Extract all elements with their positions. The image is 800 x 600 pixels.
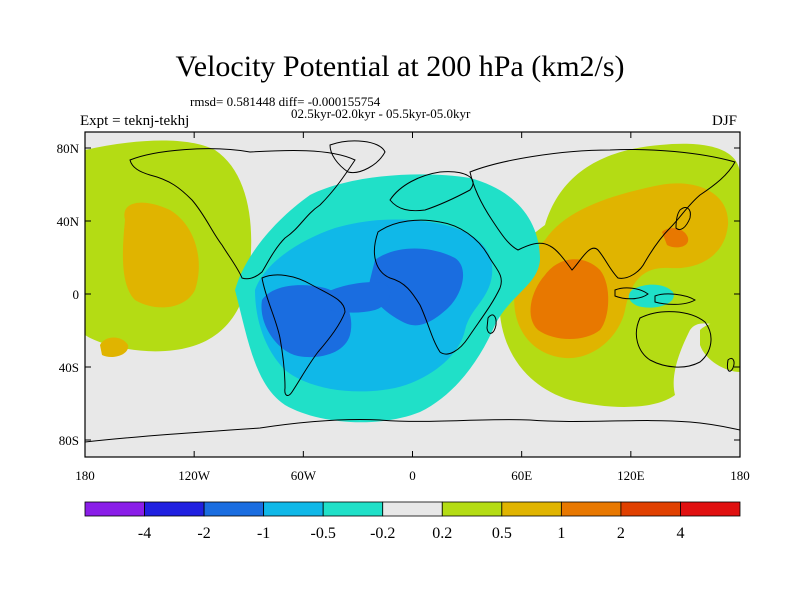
coast-madagascar [486,314,497,334]
coast-south-america [261,274,346,396]
colorbar-label: -0.2 [370,525,395,542]
longitude-axis: 180 120W 60W 0 60E 120E 180 [75,132,750,483]
lon-tick-label: 180 [75,468,95,483]
colorbar-swatch [680,501,741,517]
colorbar-swatch [441,501,503,517]
lon-tick-label: 180 [730,468,750,483]
positive-anomaly-indian-ocean-core [530,259,609,339]
difference-range: 02.5kyr-02.0kyr - 05.5kyr-05.0kyr [291,106,471,121]
lat-tick-label: 40S [59,360,79,375]
positive-anomaly-pacific-core [122,202,199,308]
coast-north-america [129,148,356,280]
colorbar-swatch [620,501,681,517]
colorbar-label: -2 [197,525,210,542]
colorbar-label: 0.5 [492,525,512,542]
lon-tick-label: 60E [511,468,532,483]
lat-tick-label: 80N [57,141,80,156]
colorbar-label: 2 [617,525,625,542]
coast-antarctica [85,418,740,443]
colorbar-label: 4 [676,525,684,542]
lat-tick-label: 80S [59,433,79,448]
colorbar-swatch [322,501,384,517]
lon-tick-label: 60W [291,468,317,483]
colorbar-swatch [84,501,145,517]
coastlines [85,140,740,443]
latitude-axis: 80N 40N 0 40S 80S [57,141,740,448]
season-label: DJF [712,113,738,129]
negative-anomaly-tropical-bridge [320,282,391,313]
coast-japan [675,207,691,231]
negative-anomaly-africa-core [369,248,464,326]
colorbar-swatch [501,501,562,517]
coast-greenland [329,140,386,174]
map-plot-area [85,132,740,457]
lat-tick-label: 40N [57,214,80,229]
map-title: Velocity Potential at 200 hPa (km2/s) [175,50,625,83]
colorbar-swatch [263,501,324,517]
coast-asia [469,149,736,279]
coast-europe [389,171,474,212]
lon-tick-label: 120W [178,468,211,483]
positive-anomaly-west-pacific-core [662,228,689,248]
positive-anomaly-south-pacific [100,337,129,357]
lon-tick-label: 0 [409,468,416,483]
colorbar-label: -1 [257,525,270,542]
colorbar: -4 -2 -1 -0.5 -0.2 0.2 0.5 1 2 4 [84,501,741,542]
colorbar-label: -0.5 [311,525,336,542]
colorbar-label: 1 [557,525,565,542]
lon-tick-label: 120E [617,468,645,483]
colorbar-label: -4 [138,525,151,542]
lat-tick-label: 0 [73,287,80,302]
colorbar-label: 0.2 [432,525,452,542]
coast-australia [635,311,712,368]
rmsd-stats: rmsd= 0.581448 diff= -0.000155754 [190,94,381,109]
colorbar-swatch [144,501,205,517]
coast-new-zealand [727,357,735,372]
coast-maritime-continent [614,287,696,305]
coast-africa [374,219,502,355]
colorbar-swatch [560,501,622,517]
colorbar-swatch [203,501,265,517]
experiment-label: Expt = teknj-tekhj [80,113,190,129]
colorbar-swatch [382,501,443,517]
